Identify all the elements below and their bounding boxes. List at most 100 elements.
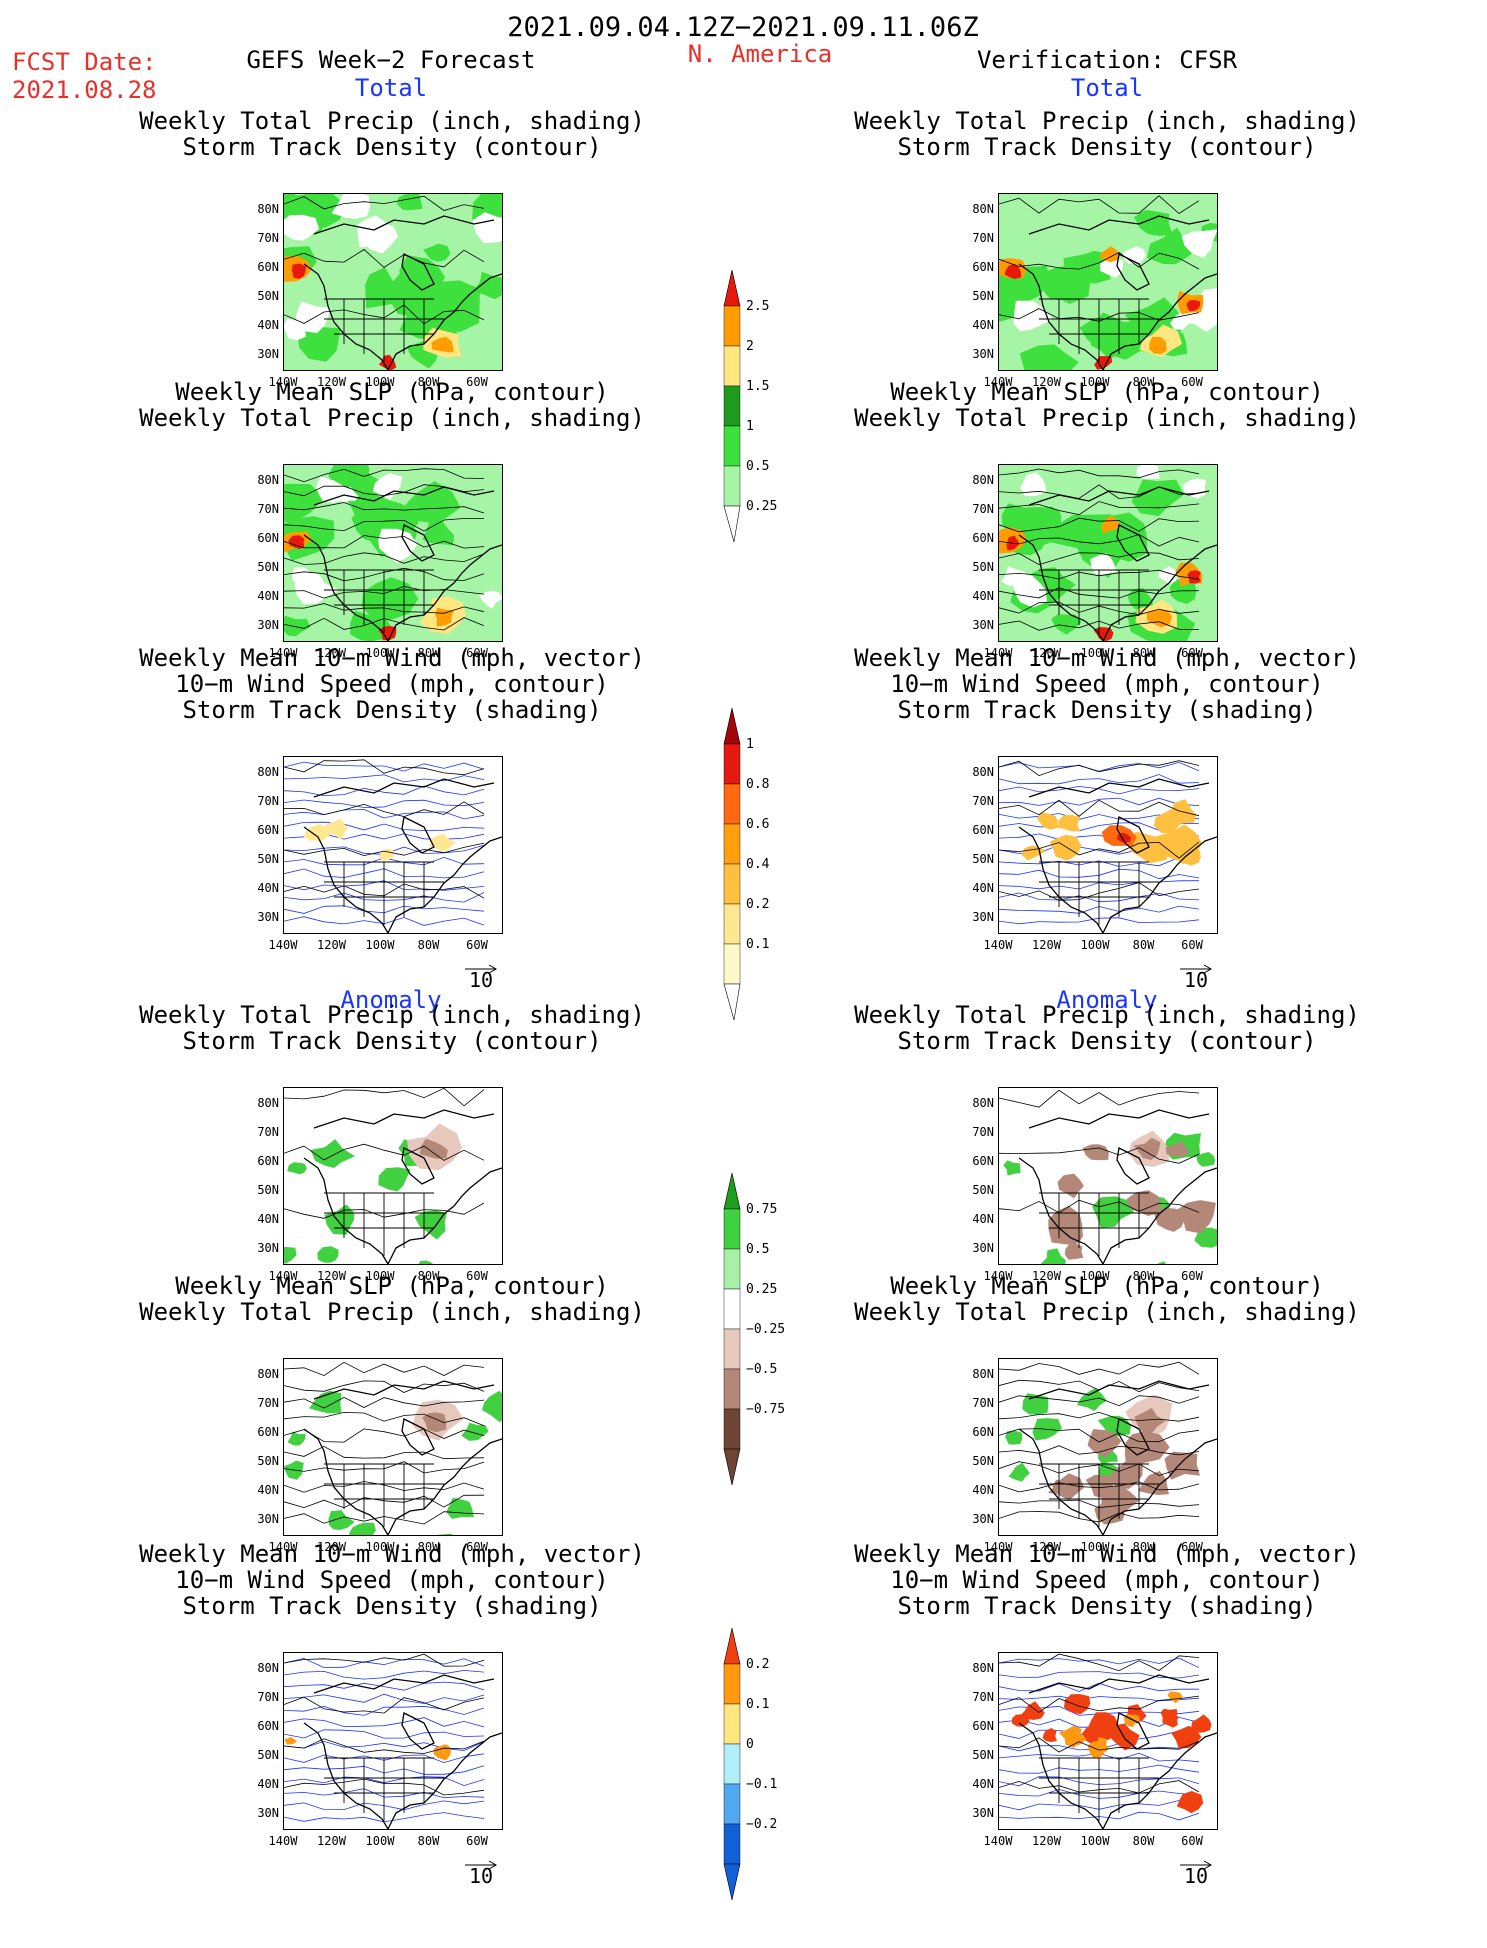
lon-tick-label: 80W: [1132, 1269, 1155, 1283]
lat-tick-label: 30N: [257, 1241, 279, 1255]
lon-tick-label: 60W: [466, 1834, 488, 1848]
section-total-left: Total: [354, 74, 428, 102]
lon-tick-label: 140W: [268, 938, 298, 952]
lat-tick-label: 40N: [257, 1483, 279, 1497]
lat-tick-label: 50N: [257, 560, 279, 574]
panel-title-line: Weekly Total Precip (inch, shading): [854, 1298, 1360, 1326]
lon-tick-label: 140W: [983, 1834, 1013, 1848]
lon-tick-label: 140W: [268, 1540, 298, 1554]
lon-tick-label: 100W: [1080, 646, 1110, 660]
panel-title-line: Storm Track Density (shading): [182, 1592, 602, 1620]
lon-tick-label: 60W: [1181, 1540, 1203, 1554]
lat-tick-label: 40N: [972, 1483, 994, 1497]
lon-tick-label: 80W: [417, 1540, 440, 1554]
lat-tick-label: 30N: [972, 1512, 994, 1526]
lon-tick-label: 120W: [317, 1269, 346, 1283]
colorbar-tick-label: 1.5: [746, 379, 770, 394]
lon-tick-label: 140W: [268, 1834, 298, 1848]
panel-title-line: Storm Track Density (shading): [182, 696, 602, 724]
colorbar-tick-label: −0.1: [746, 1777, 778, 1792]
colorbar-tick-label: 0.25: [746, 499, 778, 514]
lon-tick-label: 140W: [983, 1540, 1013, 1554]
colorbar-tick-label: 0.1: [746, 937, 770, 952]
fcst-date: 2021.08.28: [12, 76, 157, 104]
lat-tick-label: 60N: [972, 1154, 994, 1168]
lat-tick-label: 50N: [972, 560, 994, 574]
map-panel: [283, 756, 503, 934]
lat-tick-label: 50N: [972, 852, 994, 866]
lat-tick-label: 70N: [257, 502, 279, 516]
lon-tick-label: 80W: [1132, 1540, 1155, 1554]
lon-tick-label: 60W: [466, 375, 488, 389]
lon-tick-label: 120W: [317, 1834, 346, 1848]
lat-tick-label: 80N: [972, 202, 994, 216]
lat-tick-label: 50N: [257, 1748, 279, 1762]
lat-tick-label: 70N: [257, 1125, 279, 1139]
panel-title-line: Weekly Mean SLP (hPa, contour): [890, 378, 1324, 406]
colorbar-tick-label: 0.4: [746, 857, 770, 872]
map-panel: [998, 1652, 1218, 1830]
lon-tick-label: 120W: [1032, 1540, 1061, 1554]
lat-tick-label: 70N: [972, 1690, 994, 1704]
map-panel: [998, 756, 1218, 934]
lat-tick-label: 50N: [972, 1454, 994, 1468]
panel-title-line: 10−m Wind Speed (mph, contour): [175, 1566, 609, 1594]
map-panel: [283, 193, 503, 371]
lon-tick-label: 120W: [1032, 1834, 1061, 1848]
lat-tick-label: 40N: [257, 1777, 279, 1791]
colorbar-tick-label: 2.5: [746, 299, 770, 314]
map-panel: [283, 1652, 503, 1830]
lon-tick-label: 100W: [1080, 1540, 1110, 1554]
colorbar-tick-label: 0.5: [746, 459, 770, 474]
lon-tick-label: 60W: [466, 1540, 488, 1554]
lat-tick-label: 80N: [972, 1367, 994, 1381]
lat-tick-label: 30N: [972, 618, 994, 632]
panel-title-line: Storm Track Density (shading): [897, 1592, 1317, 1620]
lat-tick-label: 50N: [972, 1748, 994, 1762]
lon-tick-label: 100W: [1080, 1269, 1110, 1283]
lat-tick-label: 60N: [972, 260, 994, 274]
lon-tick-label: 80W: [417, 1269, 440, 1283]
lat-tick-label: 30N: [257, 910, 279, 924]
lat-tick-label: 40N: [972, 1212, 994, 1226]
panel-title-line: Weekly Total Precip (inch, shading): [139, 404, 645, 432]
lat-tick-label: 70N: [972, 1396, 994, 1410]
lat-tick-label: 80N: [257, 1661, 279, 1675]
lat-tick-label: 30N: [972, 1806, 994, 1820]
lon-tick-label: 100W: [365, 646, 395, 660]
lon-tick-label: 100W: [365, 1269, 395, 1283]
lon-tick-label: 120W: [1032, 1269, 1061, 1283]
lat-tick-label: 60N: [972, 531, 994, 545]
lon-tick-label: 100W: [365, 1834, 395, 1848]
lon-tick-label: 140W: [983, 375, 1013, 389]
lat-tick-label: 80N: [972, 1096, 994, 1110]
colorbar-tick-label: 0.25: [746, 1282, 778, 1297]
panel-title-line: Weekly Mean SLP (hPa, contour): [175, 378, 609, 406]
lon-tick-label: 80W: [1132, 1834, 1155, 1848]
lat-tick-label: 60N: [257, 1719, 279, 1733]
lat-tick-label: 60N: [257, 1154, 279, 1168]
lon-tick-label: 120W: [1032, 938, 1061, 952]
lon-tick-label: 120W: [317, 375, 346, 389]
lat-tick-label: 40N: [257, 589, 279, 603]
lon-tick-label: 80W: [417, 1834, 440, 1848]
lon-tick-label: 120W: [1032, 375, 1061, 389]
lon-tick-label: 120W: [1032, 646, 1061, 660]
vector-reference-arrow-icon: [1178, 1856, 1218, 1870]
lon-tick-label: 60W: [1181, 1834, 1203, 1848]
lat-tick-label: 30N: [972, 1241, 994, 1255]
lat-tick-label: 40N: [972, 318, 994, 332]
panel-title-line: Weekly Total Precip (inch, shading): [854, 1001, 1360, 1029]
colorbar-tick-label: 1: [746, 419, 754, 434]
vector-reference-label: 10: [1184, 968, 1209, 992]
lon-tick-label: 100W: [1080, 1834, 1110, 1848]
section-total-right: Total: [1070, 74, 1144, 102]
colorbar: [722, 269, 842, 586]
lon-tick-label: 100W: [365, 1540, 395, 1554]
panel-title-line: Weekly Total Precip (inch, shading): [854, 404, 1360, 432]
lat-tick-label: 80N: [257, 1367, 279, 1381]
colorbar-tick-label: 0.75: [746, 1202, 778, 1217]
lat-tick-label: 50N: [257, 289, 279, 303]
lat-tick-label: 40N: [257, 881, 279, 895]
colorbar-tick-label: −0.5: [746, 1362, 778, 1377]
